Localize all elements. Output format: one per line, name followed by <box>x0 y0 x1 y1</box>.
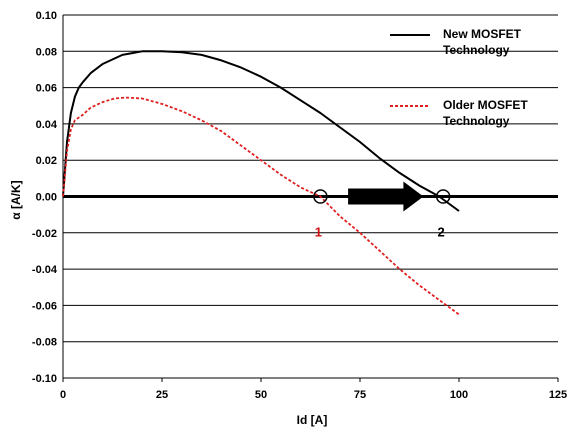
y-tick-label: -0.10 <box>32 373 57 385</box>
x-tick-label: 75 <box>354 389 366 401</box>
marker-circle <box>313 189 328 204</box>
marker-label: 2 <box>438 225 445 240</box>
y-tick-label: 0.04 <box>36 119 58 131</box>
marker-circle <box>435 189 451 204</box>
x-tick-label: 0 <box>60 389 66 401</box>
y-tick-label: 0.10 <box>36 10 57 22</box>
marker-label: 1 <box>315 225 322 240</box>
y-tick-label: -0.08 <box>32 337 57 349</box>
x-tick-label: 125 <box>549 389 567 401</box>
y-axis-label: α [A/K] <box>9 180 23 219</box>
legend: New MOSFET Technology Older MOSFET Technolo… <box>390 27 528 128</box>
y-tick-label: 0.08 <box>36 46 57 58</box>
y-tick-label: 0.02 <box>36 155 57 167</box>
axes <box>62 15 559 382</box>
legend-label: Older MOSFET <box>443 98 528 112</box>
x-axis-label: Id [A] <box>297 413 328 427</box>
direction-arrow <box>348 181 424 212</box>
x-tick-labels: 0 25 50 75 100 125 <box>60 389 567 401</box>
series-lines <box>62 50 460 316</box>
series-line-older-mosfet <box>62 96 460 316</box>
legend-label: Technology <box>443 43 510 57</box>
x-tick-label: 25 <box>156 389 168 401</box>
x-tick-label: 50 <box>255 389 267 401</box>
y-tick-label: 0.06 <box>36 83 57 95</box>
y-tick-label: 0.00 <box>36 192 57 204</box>
x-tick-label: 100 <box>450 389 468 401</box>
y-tick-label: -0.04 <box>32 264 58 276</box>
y-tick-label: -0.06 <box>32 300 57 312</box>
y-tick-labels: 0.10 0.08 0.06 0.04 0.02 0.00 -0.02 -0.04 -0.06 -… <box>32 10 58 385</box>
y-tick-label: -0.02 <box>32 228 57 240</box>
legend-label: New MOSFET <box>443 27 522 41</box>
series-line-new-mosfet <box>62 50 460 212</box>
legend-label: Technology <box>443 114 510 128</box>
